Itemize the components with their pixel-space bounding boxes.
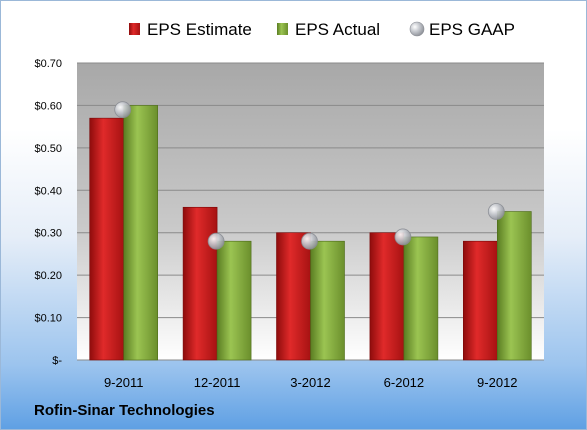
gaap-marker <box>207 232 225 250</box>
y-tick-label: $- <box>52 355 62 367</box>
estimate-bar <box>89 117 124 361</box>
actual-bar <box>216 240 252 361</box>
actual-bar <box>310 240 345 361</box>
legend-actual-swatch <box>277 23 288 35</box>
company-name: Rofin-Sinar Technologies <box>34 402 215 419</box>
estimate-bar <box>369 232 405 361</box>
estimate-bar <box>182 206 218 361</box>
y-tick-label: $0.60 <box>34 100 62 112</box>
actual-bar <box>403 236 439 361</box>
x-tick-label: 12-2011 <box>194 375 241 390</box>
bars <box>89 101 532 361</box>
legend-estimate-label: EPS Estimate <box>147 20 252 39</box>
gaap-marker <box>301 232 318 250</box>
estimate-bar <box>276 232 311 361</box>
x-tick-label: 9-2011 <box>104 375 144 390</box>
x-axis-ticks: 9-2011 12-2011 3-2012 6-2012 9-2012 <box>104 375 518 390</box>
gaap-marker <box>394 228 412 246</box>
y-tick-label: $0.30 <box>34 228 62 240</box>
y-tick-label: $0.40 <box>34 185 62 197</box>
y-tick-label: $0.10 <box>34 313 62 325</box>
x-tick-label: 9-2012 <box>477 375 517 390</box>
legend-estimate-swatch <box>129 23 140 35</box>
legend-gaap-swatch <box>409 21 425 37</box>
x-tick-label: 3-2012 <box>290 375 330 390</box>
y-tick-label: $0.70 <box>34 58 62 70</box>
estimate-bar <box>462 240 498 361</box>
gaap-marker <box>487 203 505 220</box>
gaap-marker <box>114 101 132 119</box>
y-axis-ticks: $- $0.10 $0.20 $0.30 $0.40 $0.50 $0.60 $0.70 <box>34 58 62 367</box>
actual-bar <box>496 211 532 361</box>
legend-gaap-label: EPS GAAP <box>429 20 515 39</box>
x-tick-label: 6-2012 <box>384 375 424 390</box>
y-tick-label: $0.50 <box>34 143 62 155</box>
y-tick-label: $0.20 <box>34 270 62 282</box>
actual-bar <box>123 105 158 361</box>
legend: EPS Estimate EPS Actual EPS GAAP <box>129 20 515 39</box>
legend-actual-label: EPS Actual <box>295 20 380 39</box>
